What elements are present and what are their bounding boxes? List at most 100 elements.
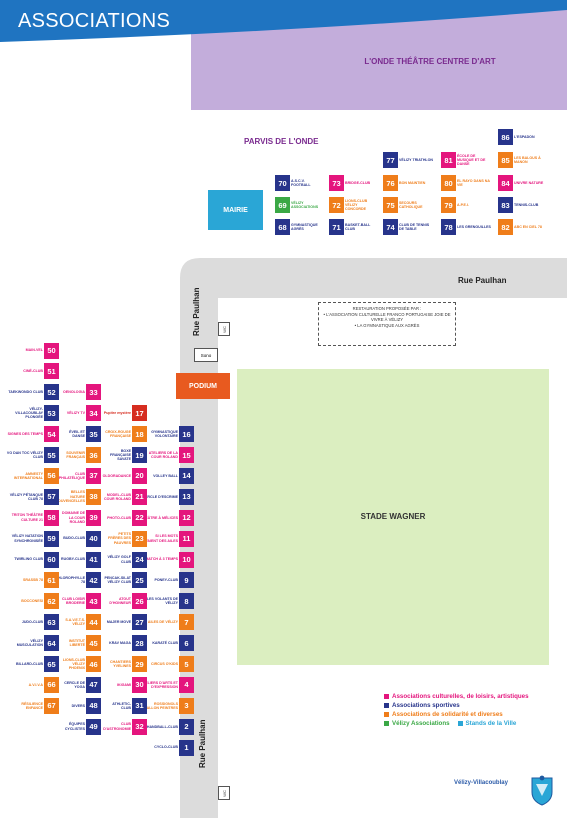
stand-label: VOLLEY BALL (153, 473, 178, 478)
stand-label: VÉLIZY ASSOCIATIONS (291, 200, 319, 209)
stand-number: 35 (86, 426, 101, 443)
legend-velizy-ville: Vélizy Associations Stands de la Ville (384, 719, 529, 728)
stand-label: BASKET-BALL CLUB (345, 222, 371, 231)
city-name: Vélizy-Villacoublay (454, 780, 508, 786)
stand-label: SECOURS CATHOLIQUE (399, 200, 423, 209)
stand-label: LIONS-CLUB VÉLIZY PHOENIX (62, 657, 85, 671)
stand-label: ÉVEIL ET DANSE (69, 429, 85, 439)
stand-number: 86 (498, 129, 513, 145)
stand-number: 28 (132, 635, 147, 652)
stand-number: 5 (179, 656, 194, 672)
stand-number: 59 (44, 530, 59, 547)
stand-number: 25 (132, 572, 147, 589)
swatch-ville (457, 721, 463, 726)
stand-label: BOXE FRANÇAISE SAVATE (110, 448, 131, 462)
stand-number: 50 (44, 342, 59, 359)
restauration-line: • L'ASSOCIATION CULTURELLE FRANCO PORTUG… (323, 311, 451, 317)
stand-number: 49 (86, 718, 101, 735)
stand-label: TWIRLING CLUB (14, 557, 43, 562)
swatch-sport (384, 703, 389, 708)
stand-label: PONEY-CLUB (154, 578, 178, 583)
stand-label: CHANTIERS YVELINES (110, 659, 131, 668)
stand-number: 20 (132, 467, 147, 484)
stand-label: VÉLIZY PÉTANQUE CLUB 78 (9, 492, 43, 501)
restauration-info: RESTAURATION PROPOSÉE PAR : • L'ASSOCIAT… (318, 302, 456, 346)
stand-label: A.P.E.I. (457, 202, 469, 207)
stand-number: 7 (179, 614, 194, 631)
restauration-line: VIVRE À VÉLIZY (370, 317, 404, 323)
stand-label: PHOTO-CLUB (107, 515, 131, 520)
stand-label: ATELIERS DE LA COUR ROLAND (148, 450, 178, 459)
stand-number: 15 (179, 447, 194, 463)
stand-number: 55 (44, 447, 59, 463)
stand-label: PENCAK-SILAT VÉLIZY CLUB (104, 576, 132, 585)
stand-number: 80 (441, 175, 456, 191)
stand-number: 85 (498, 152, 513, 168)
stand-label: CLUB DE TENNIS DE TABLE (399, 222, 430, 231)
stand-number: 4 (179, 676, 194, 693)
city-crest-icon (531, 775, 553, 806)
stand-label: MAIN-VEL (25, 348, 43, 353)
stand-number: 32 (132, 718, 147, 735)
stand-number: 67 (44, 697, 59, 714)
stand-number: 27 (132, 614, 147, 631)
stand-number: 84 (498, 175, 513, 191)
stand-label: OLDORADANCE (102, 473, 131, 478)
stand-label: LES AILES DE VÉLIZY (140, 620, 179, 625)
stand-number: 12 (179, 509, 194, 526)
stand-number: 68 (275, 219, 290, 235)
stand-number: 44 (86, 614, 101, 631)
stand-label: GYMNASTIQUE VOLONTAIRE (151, 429, 178, 439)
legend-culture: Associations culturelles, de loisirs, ar… (384, 692, 529, 701)
stand-number: 77 (383, 152, 398, 168)
stand-number: 8 (179, 593, 194, 610)
stand-number: 56 (44, 467, 59, 484)
legend: Associations culturelles, de loisirs, ar… (384, 692, 529, 728)
stand-number: 64 (44, 635, 59, 652)
stand-number: 79 (441, 197, 456, 213)
stand-number: 13 (179, 488, 194, 505)
stand-number: 18 (132, 426, 147, 443)
stand-label: OENOLOGIA (63, 390, 85, 395)
stand-number: 30 (132, 676, 147, 693)
stand-label: ABC EN CIEL 78 (514, 224, 542, 229)
stand-number: 37 (86, 467, 101, 484)
page-title: ASSOCIATIONS (18, 10, 171, 32)
title-banner (0, 0, 567, 42)
stand-number: 61 (44, 572, 59, 589)
stand-number: 83 (498, 197, 513, 213)
podium-stand: PODIUM (176, 373, 230, 399)
stand-number: 48 (86, 697, 101, 714)
stand-number: 82 (498, 219, 513, 235)
legend-solidarite: Associations de solidarité et diverses (384, 710, 529, 719)
stand-number: 53 (44, 405, 59, 422)
stand-number: 34 (86, 405, 101, 422)
stand-label: ATHLETIC-CLUB (112, 701, 131, 710)
stand-number: 74 (383, 219, 398, 235)
road-label-paulhan-v2: Rue Paulhan (198, 719, 207, 768)
stand-label: HANDBALL-CLUB (146, 724, 178, 729)
parvis-label: PARVIS DE L'ONDE (244, 137, 319, 146)
stand-label: ATOUT D'HONNEUR (109, 597, 131, 606)
stand-number: 46 (86, 656, 101, 672)
stand-label: VÉLIZY TV (66, 411, 85, 416)
stand-label: EL RAYO DANS NA VIE (457, 178, 490, 187)
stand-label: VÉLIZY-VILLACOUBLAY PLONGÉE (15, 406, 43, 420)
stade-wagner (237, 369, 549, 665)
stand-label: INSTITUT LIBERTÉ (68, 638, 85, 648)
stand-number: 45 (86, 635, 101, 652)
stand-number: 3 (179, 697, 194, 714)
theatre-label: L'ONDE THÉÂTRE CENTRE D'ART (364, 57, 496, 66)
stand-label: LIONS-CLUB VÉLIZY CONCORDE (345, 198, 368, 212)
stand-label: JUDO-CLUB (21, 620, 43, 625)
stand-number: 41 (86, 551, 101, 568)
stand-number: 72 (329, 197, 344, 213)
stand-label: UNIVRE NATURE (514, 180, 544, 185)
stand-label: VO DAN TOC VÉLIZY CLUB (6, 450, 43, 459)
stand-label: BOCCONESI (21, 599, 43, 604)
header-background (0, 0, 567, 110)
restauration-line: • LA GYMNASTIQUE AUX AGRÈS (354, 322, 420, 328)
stand-label: BON MAINTIEN (399, 180, 426, 185)
stand-number: 47 (86, 676, 101, 693)
stand-number: 29 (132, 656, 147, 672)
